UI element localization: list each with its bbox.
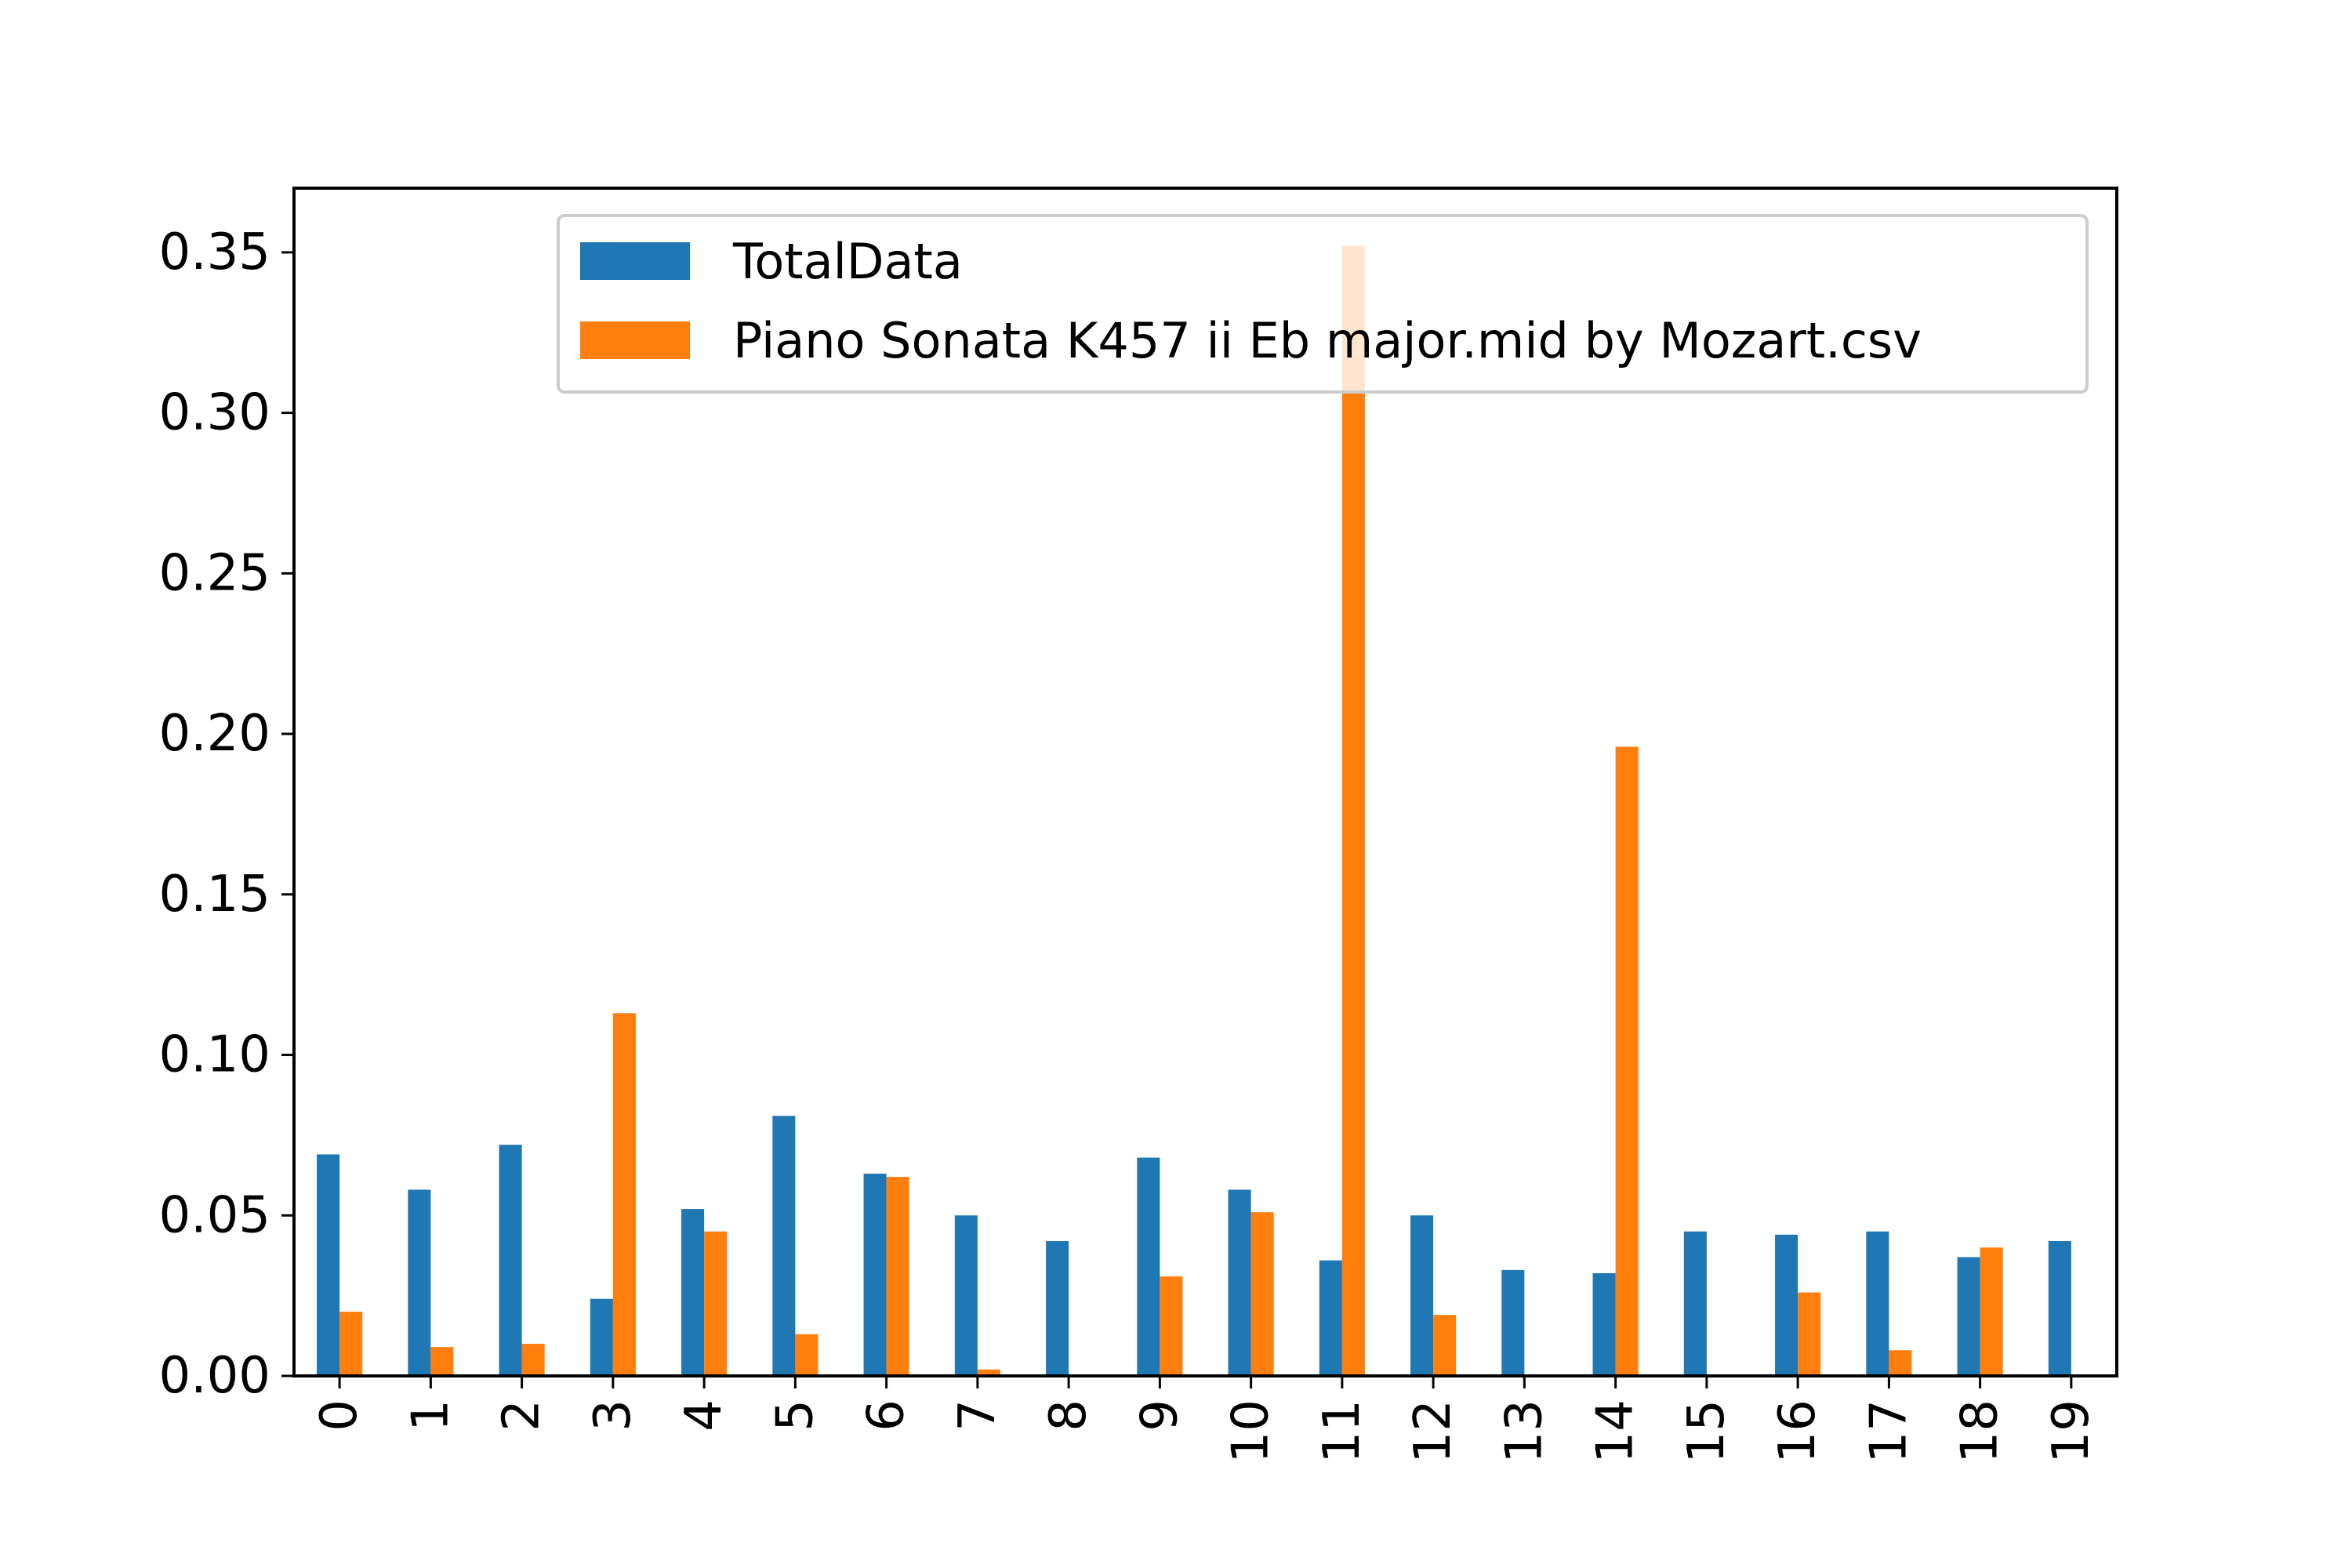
y-tick-label: 0.35 xyxy=(159,223,271,281)
y-tick-label: 0.30 xyxy=(159,384,271,442)
bar-s0-2 xyxy=(499,1145,522,1376)
x-tick-label: 19 xyxy=(2042,1399,2100,1463)
x-axis: 0 1 2 3 4 5 6 7 8 9 10 11 12 13 14 15 16 17 18 19 xyxy=(310,1376,2100,1463)
bars-group xyxy=(317,245,2071,1377)
x-tick-label: 10 xyxy=(1222,1399,1280,1463)
bar-s1-4 xyxy=(704,1231,728,1376)
bar-s0-5 xyxy=(772,1116,796,1376)
bar-s1-0 xyxy=(339,1312,363,1376)
y-axis: 0.00 0.05 0.10 0.15 0.20 0.25 0.30 0.35 xyxy=(159,223,294,1405)
legend: TotalData Piano Sonata K457 ii Eb major.… xyxy=(557,214,2089,394)
legend-label-mozart: Piano Sonata K457 ii Eb major.mid by Moz… xyxy=(733,312,1922,369)
bar-s0-16 xyxy=(1775,1234,1798,1376)
bar-s0-14 xyxy=(1592,1272,1616,1376)
x-tick-label: 3 xyxy=(584,1399,642,1432)
bar-s0-9 xyxy=(1137,1157,1160,1376)
x-tick-label: 13 xyxy=(1495,1399,1553,1463)
bar-s1-3 xyxy=(612,1013,636,1376)
x-tick-label: 17 xyxy=(1860,1399,1918,1463)
x-tick-label: 4 xyxy=(675,1399,733,1432)
y-tick-label: 0.00 xyxy=(159,1347,271,1405)
x-tick-label: 16 xyxy=(1769,1399,1827,1463)
bar-s1-10 xyxy=(1250,1212,1274,1376)
bar-s0-13 xyxy=(1501,1269,1525,1376)
legend-swatch-totaldata xyxy=(580,242,690,280)
bar-s1-1 xyxy=(430,1347,454,1376)
bar-s0-3 xyxy=(590,1298,613,1376)
x-tick-label: 1 xyxy=(401,1399,459,1432)
x-tick-label: 7 xyxy=(949,1399,1007,1432)
bar-s0-15 xyxy=(1683,1231,1707,1376)
bar-s1-2 xyxy=(521,1344,545,1376)
y-tick-label: 0.05 xyxy=(159,1186,271,1244)
bar-s1-7 xyxy=(977,1369,1000,1376)
x-tick-label: 14 xyxy=(1587,1399,1645,1463)
x-tick-label: 9 xyxy=(1131,1399,1189,1432)
x-tick-label: 0 xyxy=(310,1399,368,1432)
y-tick-label: 0.15 xyxy=(159,866,271,924)
bar-s0-10 xyxy=(1228,1189,1251,1376)
bar-s1-6 xyxy=(886,1177,909,1376)
x-tick-label: 2 xyxy=(493,1399,551,1432)
bar-s0-19 xyxy=(2048,1241,2071,1376)
bar-s1-9 xyxy=(1160,1276,1183,1376)
bar-s0-18 xyxy=(1957,1257,1980,1376)
x-tick-label: 15 xyxy=(1678,1399,1736,1463)
bar-s1-17 xyxy=(1889,1350,1912,1376)
bar-s1-5 xyxy=(795,1334,818,1376)
bar-s0-12 xyxy=(1410,1215,1434,1376)
axes-frame xyxy=(292,187,2118,1377)
bar-s1-14 xyxy=(1615,746,1639,1376)
bar-s0-8 xyxy=(1046,1241,1069,1376)
x-tick-label: 18 xyxy=(1951,1399,2009,1463)
legend-label-totaldata: TotalData xyxy=(732,233,963,290)
bar-s1-12 xyxy=(1433,1315,1457,1376)
x-tick-label: 6 xyxy=(858,1399,916,1432)
y-tick-label: 0.20 xyxy=(159,705,271,763)
y-tick-label: 0.10 xyxy=(159,1026,271,1084)
bar-s1-11 xyxy=(1341,245,1365,1377)
bar-s0-0 xyxy=(317,1154,340,1376)
bar-s0-4 xyxy=(681,1209,705,1376)
x-tick-label: 11 xyxy=(1313,1399,1371,1463)
y-tick-label: 0.25 xyxy=(159,544,271,602)
bar-s0-6 xyxy=(863,1174,887,1376)
bar-s0-11 xyxy=(1319,1260,1342,1376)
bar-s0-7 xyxy=(954,1215,978,1376)
x-tick-label: 5 xyxy=(766,1399,824,1432)
legend-frame xyxy=(557,214,2089,394)
bar-s0-17 xyxy=(1866,1231,1889,1376)
bar-s1-16 xyxy=(1798,1292,1821,1376)
x-tick-label: 8 xyxy=(1040,1399,1098,1432)
bar-s0-1 xyxy=(408,1189,431,1376)
legend-swatch-mozart xyxy=(580,321,690,359)
bar-s1-18 xyxy=(1980,1247,2003,1376)
x-tick-label: 12 xyxy=(1404,1399,1462,1463)
